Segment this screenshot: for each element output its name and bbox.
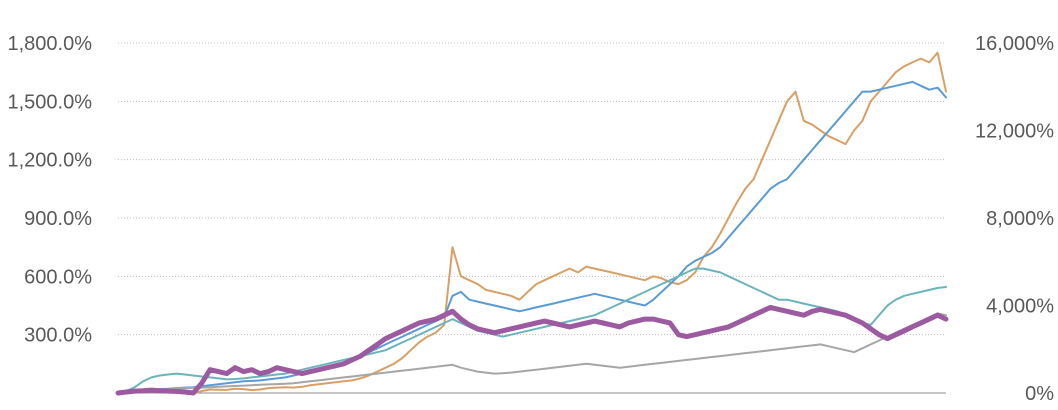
gridlines [118,42,946,394]
y-right-tick-label: 0% [1025,383,1054,405]
series-line-5 [115,304,949,396]
y-right-tick-label: 8,000% [986,208,1054,230]
y-left-tick-label: 1,200.0% [7,150,92,172]
y-right-tick-label: 4,000% [986,296,1054,318]
series-line-4 [117,312,947,394]
series-lines [115,51,949,396]
right-axis: 16,000% 12,000% 8,000% 4,000% 0% [975,33,1054,405]
series-line-1 [117,51,947,395]
series-line-2 [117,80,947,394]
y-left-tick-label: 600.0% [24,266,92,288]
y-left-tick-label: 300.0% [24,325,92,347]
y-right-tick-label: 16,000% [975,33,1054,55]
y-left-tick-label: 1,500.0% [7,91,92,113]
y-right-tick-label: 12,000% [975,121,1054,143]
y-left-tick-label: 1,800.0% [7,33,92,55]
series-line-3 [117,267,947,394]
y-left-tick-label: 900.0% [24,208,92,230]
left-axis: 1,800.0% 1,500.0% 1,200.0% 900.0% 600.0% 300.… [7,33,92,347]
